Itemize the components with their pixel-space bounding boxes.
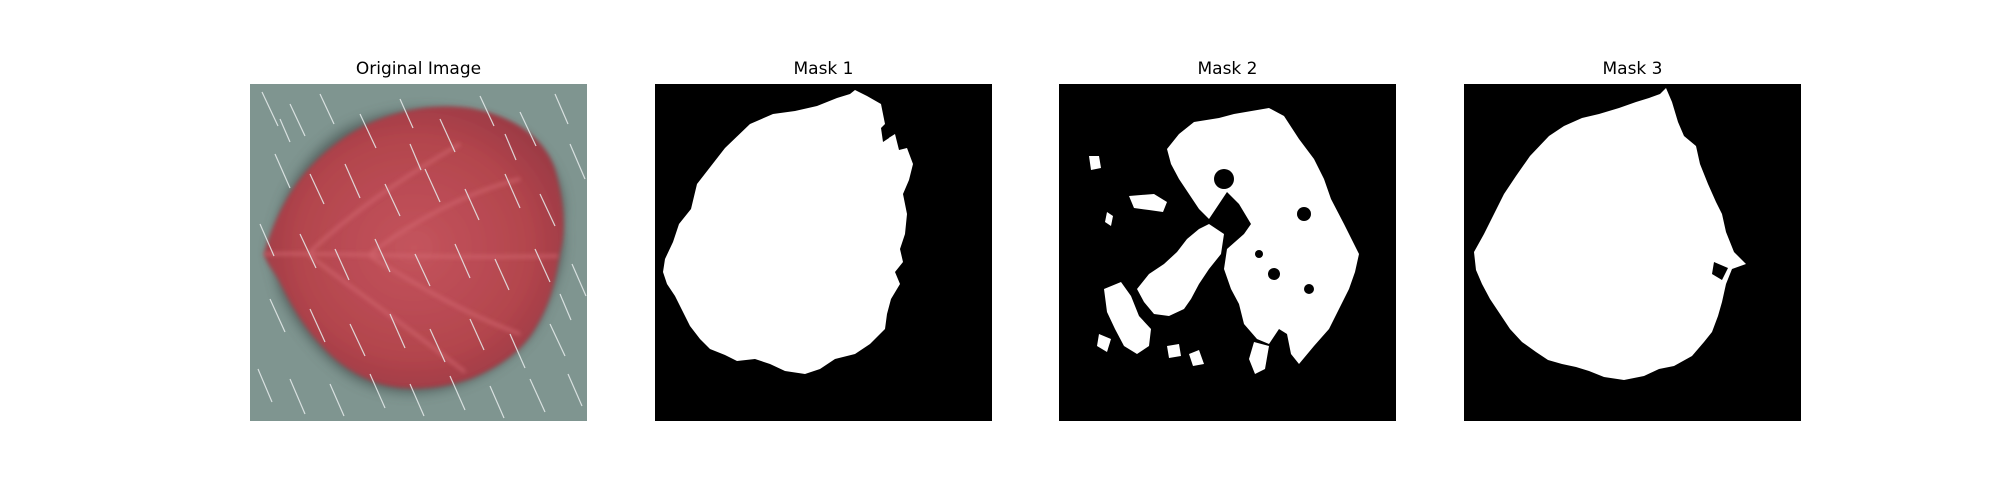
mask-2-holes <box>1214 169 1314 294</box>
panel-title: Mask 1 <box>793 59 854 79</box>
leaf <box>264 106 564 389</box>
mask-1-foreground <box>663 90 913 374</box>
panel-title: Original Image <box>355 59 482 79</box>
mask-3-foreground <box>1474 88 1746 380</box>
rain-streaks <box>257 91 587 419</box>
panel-title: Mask 2 <box>1197 59 1258 79</box>
panel-mask-2: Mask 2 <box>1059 58 1396 426</box>
panel-mask-1: Mask 1 <box>655 58 992 426</box>
original-leaf-image <box>250 84 587 421</box>
panel-original-image: Original Image <box>250 58 587 426</box>
panel-title: Mask 3 <box>1602 59 1663 79</box>
mask-1-image <box>655 84 992 421</box>
mask-2-image <box>1059 84 1396 421</box>
panel-mask-3: Mask 3 <box>1464 58 1801 426</box>
leaf-veins <box>263 142 559 374</box>
mask-3-image <box>1464 84 1801 421</box>
mask-2-foreground <box>1089 108 1359 374</box>
